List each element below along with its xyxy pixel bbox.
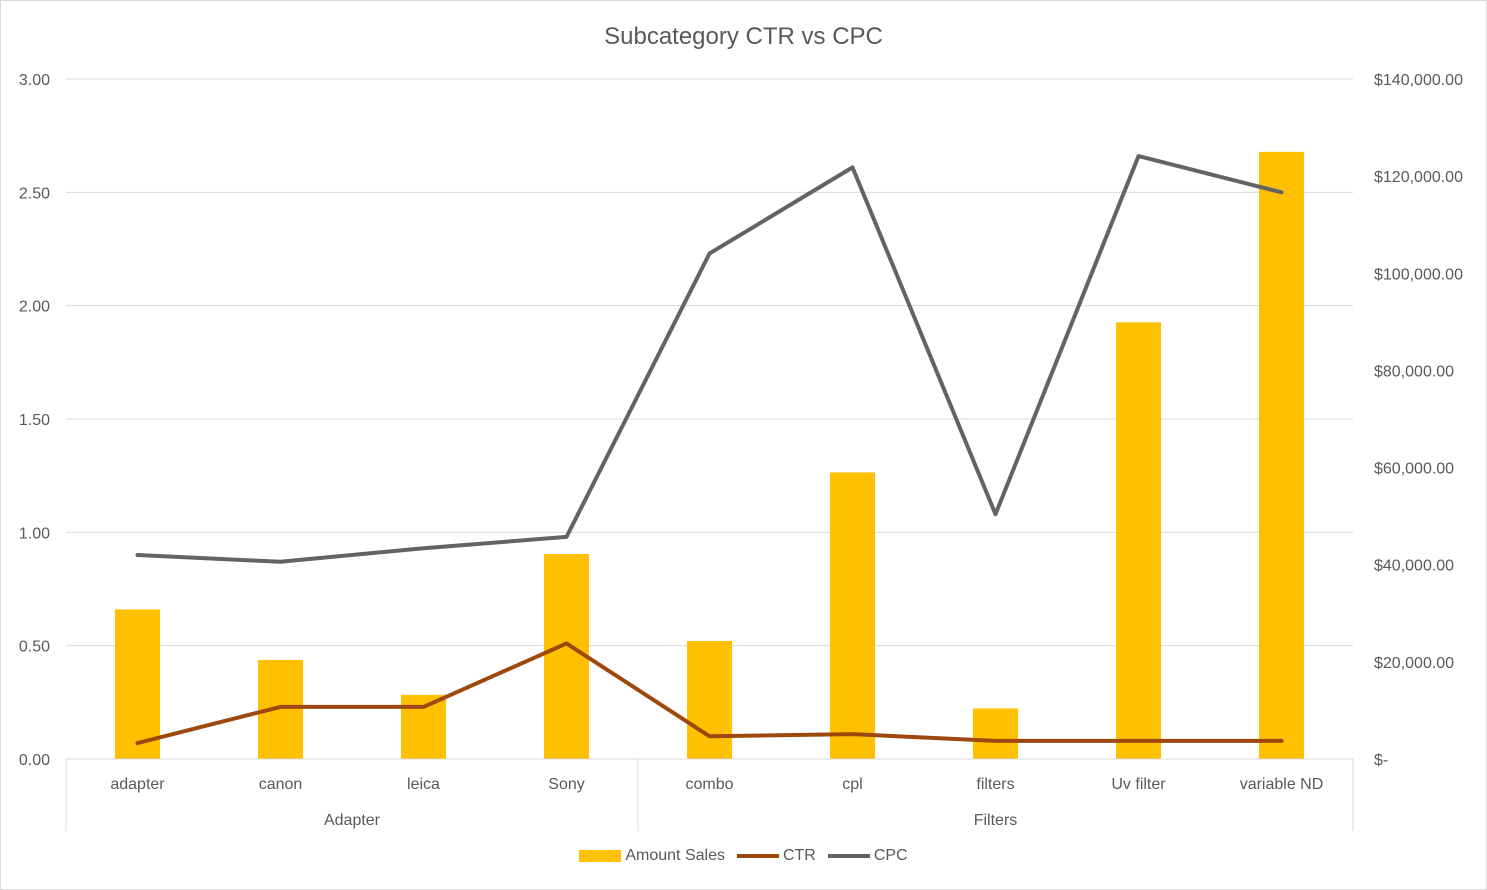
y-tick-label-left: 1.50 (19, 412, 50, 429)
y-tick-label-left: 2.50 (19, 185, 50, 202)
bar-amount-sales (544, 554, 589, 759)
y-tick-label-right: $140,000.00 (1374, 72, 1463, 89)
x-tick-label: leica (407, 776, 440, 793)
x-tick-label: Uv filter (1111, 776, 1166, 793)
y-tick-label-left: 2.00 (19, 299, 50, 316)
chart-title: Subcategory CTR vs CPC (604, 23, 883, 50)
y-tick-label-right: $80,000.00 (1374, 363, 1454, 380)
bar-amount-sales (687, 640, 732, 759)
y-tick-label-right: $- (1374, 752, 1388, 769)
bar-amount-sales (115, 609, 160, 759)
series-line-cpc (135, 154, 1284, 564)
legend-item-amount-sales: Amount Sales (579, 847, 725, 865)
x-tick-label: cpl (842, 776, 862, 793)
bar-amount-sales (1116, 322, 1161, 759)
y-tick-label-left: 0.50 (19, 639, 50, 656)
legend-swatch-cpc (827, 854, 870, 858)
y-tick-label-left: 1.00 (19, 525, 50, 542)
y-tick-label-right: $100,000.00 (1374, 266, 1463, 283)
bar-amount-sales (973, 708, 1018, 759)
x-tick-label: variable ND (1240, 776, 1324, 793)
y-tick-label-left: 3.00 (19, 72, 50, 89)
legend: Amount Sales CTR CPC (1, 847, 1486, 865)
x-tick-label: Sony (548, 776, 584, 793)
legend-item-ctr: CTR (736, 847, 816, 865)
x-tick-label: filters (976, 776, 1014, 793)
y-tick-label-right: $20,000.00 (1374, 655, 1454, 672)
bar-amount-sales (401, 694, 446, 759)
legend-swatch-amount-sales (579, 850, 622, 862)
x-tick-label: adapter (110, 776, 165, 793)
legend-label-amount-sales: Amount Sales (625, 847, 725, 864)
bar-amount-sales (1259, 151, 1304, 759)
x-tick-label: canon (259, 776, 303, 793)
x-group-label: Adapter (324, 812, 381, 829)
y-tick-label-left: 0.00 (19, 752, 50, 769)
legend-swatch-ctr (736, 854, 779, 858)
y-tick-label-right: $120,000.00 (1374, 169, 1463, 186)
x-tick-label: combo (685, 776, 733, 793)
y-tick-label-right: $40,000.00 (1374, 558, 1454, 575)
legend-item-cpc: CPC (827, 847, 908, 865)
legend-label-ctr: CTR (782, 847, 816, 864)
x-group-label: Filters (974, 812, 1018, 829)
bar-amount-sales (830, 472, 875, 759)
y-tick-label-right: $60,000.00 (1374, 461, 1454, 478)
legend-label-cpc: CPC (873, 847, 908, 864)
